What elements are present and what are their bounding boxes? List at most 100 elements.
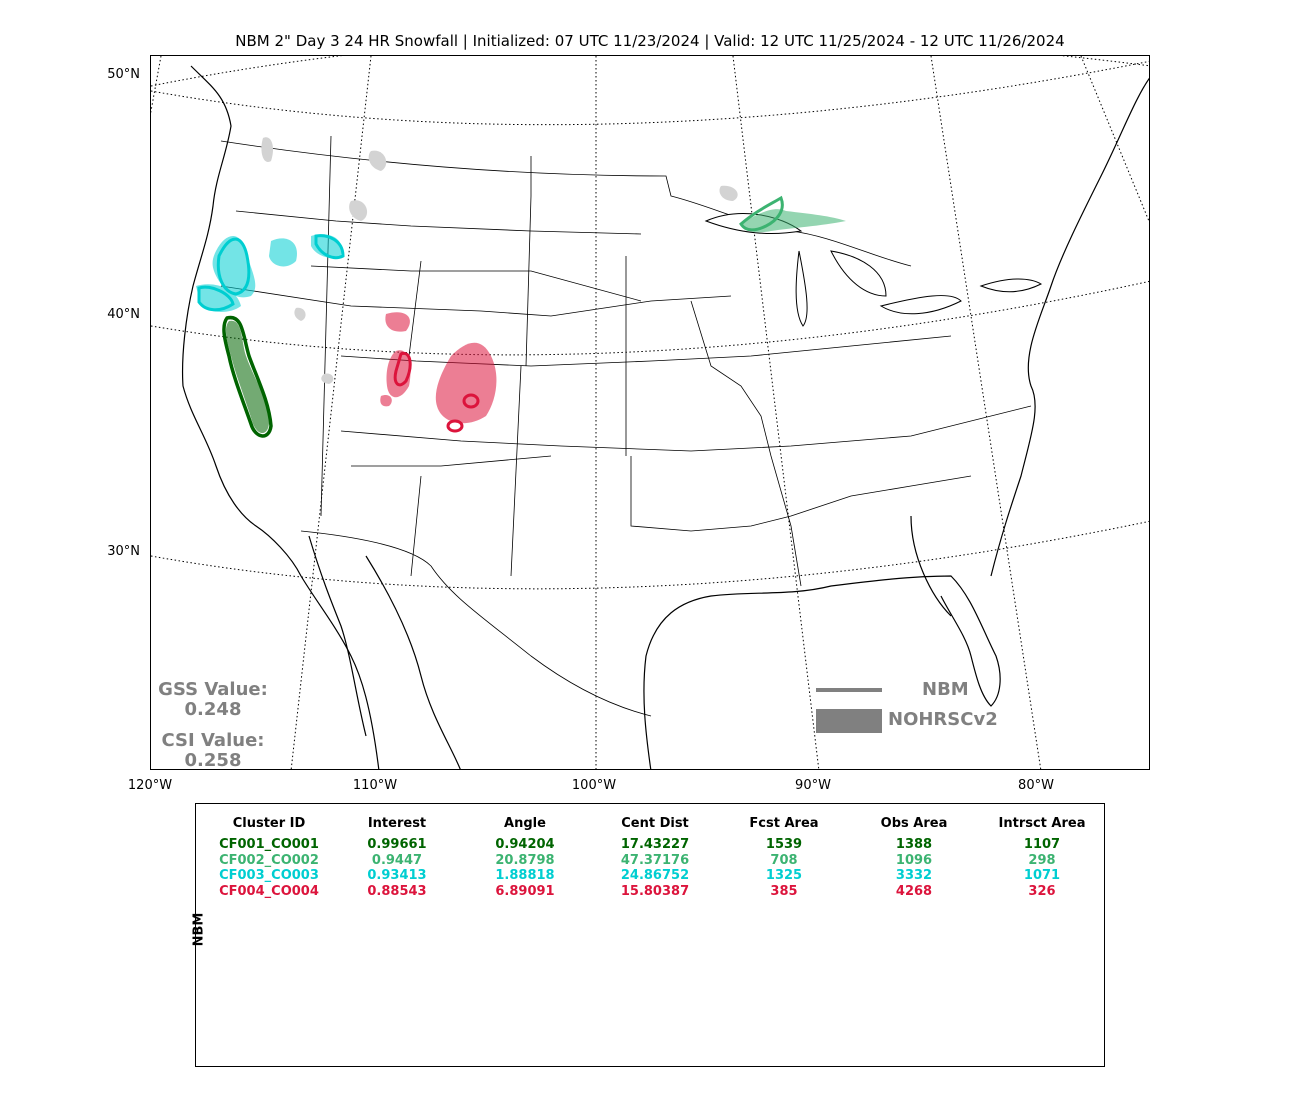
- table-cell-angle: 6.89091: [495, 883, 555, 899]
- table-cell-cent-dist: 47.37176: [620, 852, 690, 868]
- table-cell-cent-dist: 17.43227: [620, 837, 690, 852]
- column-angle: Angle 0.94204 20.8798 1.88818 6.89091: [450, 816, 600, 899]
- table-cell-intrsct-area: 1107: [1023, 837, 1061, 852]
- table-cell-cluster-id: CF001_CO001: [219, 837, 319, 852]
- lat-label-50: 50°N: [107, 67, 140, 82]
- lat-label-30: 30°N: [107, 544, 140, 559]
- table-cell-cluster-id: CF004_CO004: [219, 883, 319, 899]
- table-cell-cent-dist: 15.80387: [620, 883, 690, 899]
- lake-huron: [830, 250, 887, 297]
- lon-label-80: 80°W: [1018, 778, 1054, 793]
- table-cell-intrsct-area: 298: [1028, 852, 1056, 868]
- table-cell-fcst-area: 385: [770, 883, 798, 899]
- csi-value: 0.258: [184, 750, 242, 771]
- table-cell-interest: 0.88543: [367, 883, 427, 899]
- state-line-f: [351, 455, 552, 467]
- baja-coast: [308, 535, 367, 737]
- lake-erie: [879, 295, 962, 315]
- gss-label: GSS Value:: [158, 679, 268, 700]
- gulf-coast: [643, 575, 1001, 769]
- state-line-b: [310, 265, 642, 302]
- lat-label-40: 40°N: [107, 307, 140, 322]
- cluster-4-forecast: [393, 351, 480, 433]
- table-cell-obs-area: 1096: [895, 852, 933, 868]
- cluster-2-forecast: [739, 195, 784, 232]
- map-canvas: [151, 56, 1149, 769]
- legend-nohrsc-swatch: [816, 709, 882, 733]
- table-cell-interest: 0.99661: [367, 837, 427, 852]
- table-cell-interest: 0.93413: [367, 868, 427, 883]
- table-cell-angle: 20.8798: [495, 852, 555, 868]
- lon-line-110: [290, 56, 372, 769]
- table-cell-intrsct-area: 1071: [1023, 868, 1061, 883]
- table-cell-angle: 1.88818: [495, 868, 555, 883]
- column-cluster-id: Cluster ID CF001_CO001 CF002_CO002 CF003_CO…: [194, 816, 344, 899]
- legend-nbm-label: NBM: [922, 679, 969, 700]
- gss-value: 0.248: [184, 699, 242, 720]
- column-header-obs-area: Obs Area: [880, 816, 948, 831]
- column-header-intrsct-area: Intrsct Area: [998, 816, 1086, 831]
- gulf-of-california: [365, 555, 461, 769]
- table-cell-obs-area: 4268: [895, 883, 933, 899]
- lat-line-50: [151, 60, 1149, 126]
- legend-nohrsc-label: NOHRSCv2: [888, 709, 998, 730]
- table-cell-fcst-area: 1325: [765, 868, 803, 883]
- lon-label-110: 110°W: [352, 778, 398, 793]
- table-row-label: NBM: [191, 912, 207, 947]
- lon-line-80: [930, 56, 1042, 769]
- map-title: NBM 2" Day 3 24 HR Snowfall | Initialize…: [235, 32, 1065, 50]
- table-cell-cluster-id: CF003_CO003: [219, 868, 319, 883]
- column-header-cent-dist: Cent Dist: [621, 816, 689, 831]
- lon-line-70: [1080, 56, 1149, 223]
- column-obs-area: Obs Area 1388 1096 3332 4268: [839, 816, 989, 899]
- state-verticals: [320, 135, 627, 577]
- column-header-angle: Angle: [504, 816, 546, 831]
- east-coast: [990, 77, 1149, 577]
- table-cell-intrsct-area: 326: [1028, 883, 1056, 899]
- lon-label-100: 100°W: [571, 778, 617, 793]
- lat-line-extra: [151, 56, 1149, 87]
- lake-michigan: [795, 250, 808, 327]
- west-coast: [181, 65, 380, 769]
- cluster-3-forecast: [197, 234, 345, 312]
- column-fcst-area: Fcst Area 1539 708 1325 385: [709, 816, 859, 899]
- legend-nbm-line: [816, 688, 882, 692]
- state-line-e: [340, 405, 1032, 452]
- state-line-a: [235, 210, 642, 235]
- cluster-1-observed: [225, 320, 270, 434]
- mississippi: [690, 300, 802, 587]
- lon-label-90: 90°W: [795, 778, 831, 793]
- mexico-border: [300, 530, 652, 717]
- cluster-4-observed: [380, 312, 497, 424]
- table-cell-interest: 0.9447: [371, 852, 423, 868]
- table-cell-angle: 0.94204: [495, 837, 555, 852]
- cluster-1-forecast: [222, 315, 273, 438]
- lon-label-120: 120°W: [127, 778, 173, 793]
- column-header-fcst-area: Fcst Area: [749, 816, 819, 831]
- southern-lines: [630, 456, 972, 532]
- florida-line: [910, 515, 952, 617]
- lake-ontario: [979, 278, 1043, 293]
- table-cell-obs-area: 1388: [895, 837, 933, 852]
- table-cell-cent-dist: 24.86752: [620, 868, 690, 883]
- table-cell-fcst-area: 1539: [765, 837, 803, 852]
- graticule: [151, 56, 1149, 769]
- column-header-interest: Interest: [367, 816, 427, 831]
- column-cent-dist: Cent Dist 17.43227 47.37176 24.86752 15.8038…: [580, 816, 730, 899]
- lon-line-90: [732, 56, 820, 769]
- snowfall-map: [150, 55, 1150, 770]
- lon-line-120: [151, 56, 162, 114]
- state-line-c: [220, 285, 732, 317]
- column-header-cluster-id: Cluster ID: [232, 816, 306, 831]
- csi-label: CSI Value:: [161, 730, 265, 751]
- column-interest: Interest 0.99661 0.9447 0.93413 0.88543: [322, 816, 472, 899]
- lat-line-30: [151, 520, 1149, 590]
- coastlines: [181, 65, 1149, 769]
- state-line-d: [340, 335, 952, 367]
- unmatched-areas: [261, 137, 738, 384]
- table-cell-cluster-id: CF002_CO002: [219, 852, 319, 868]
- table-cell-fcst-area: 708: [770, 852, 798, 868]
- cluster-stats-table: NBM Cluster ID CF001_CO001 CF002_CO002 CF00…: [191, 803, 1105, 1067]
- column-intrsct-area: Intrsct Area 1107 298 1071 326: [967, 816, 1117, 899]
- table-cell-obs-area: 3332: [895, 868, 933, 883]
